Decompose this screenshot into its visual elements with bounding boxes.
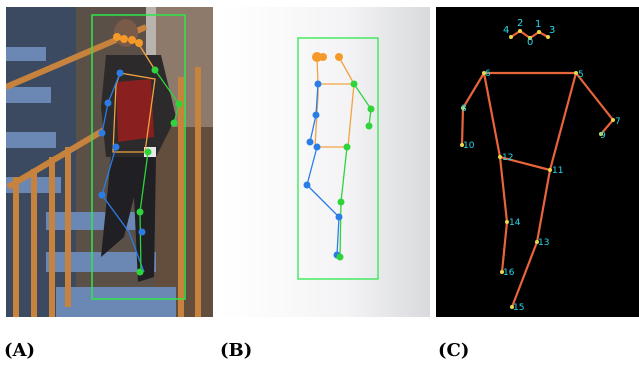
bbox-a (91, 14, 186, 300)
kp-label-14: 14 (509, 218, 521, 228)
bbox-b (297, 37, 379, 280)
kp-label-8: 8 (461, 104, 467, 114)
panel-b-illustration (219, 7, 430, 317)
kp-label-7: 7 (615, 117, 621, 127)
kp-label-4: 4 (503, 25, 509, 36)
keypoints-a (98, 33, 183, 276)
kp-label-0: 0 (527, 37, 533, 48)
panel-c-keypoint-skeleton: 0 1 2 3 4 5 6 7 8 9 10 11 12 13 14 15 16 (436, 7, 639, 317)
kp-label-13: 13 (538, 238, 549, 248)
kp-label-9: 9 (600, 131, 606, 141)
caption-b: (B) (220, 340, 253, 361)
keypoints-b (303, 52, 375, 261)
panel-a-photo-with-pose (6, 7, 213, 317)
panel-a-illustration (6, 7, 213, 317)
keypoints-c (460, 29, 615, 309)
kp-label-6: 6 (485, 69, 491, 79)
kp-label-12: 12 (502, 153, 513, 163)
kp-label-5: 5 (578, 70, 584, 80)
panel-c-illustration: 0 1 2 3 4 5 6 7 8 9 10 11 12 13 14 15 16 (436, 7, 639, 317)
caption-c: (C) (438, 340, 470, 361)
kp-label-15: 15 (513, 303, 524, 313)
kp-label-10: 10 (463, 141, 475, 151)
kp-label-3: 3 (549, 25, 555, 36)
person (101, 19, 176, 282)
keypoint-labels-c: 0 1 2 3 4 5 6 7 8 9 10 11 12 13 14 15 16 (461, 18, 621, 313)
panel-b-rendered-pose (219, 7, 430, 317)
kp-label-16: 16 (503, 268, 515, 278)
kp-label-2: 2 (517, 18, 523, 29)
kp-label-1: 1 (535, 19, 541, 30)
kp-label-11: 11 (552, 166, 563, 176)
caption-a: (A) (4, 340, 35, 361)
